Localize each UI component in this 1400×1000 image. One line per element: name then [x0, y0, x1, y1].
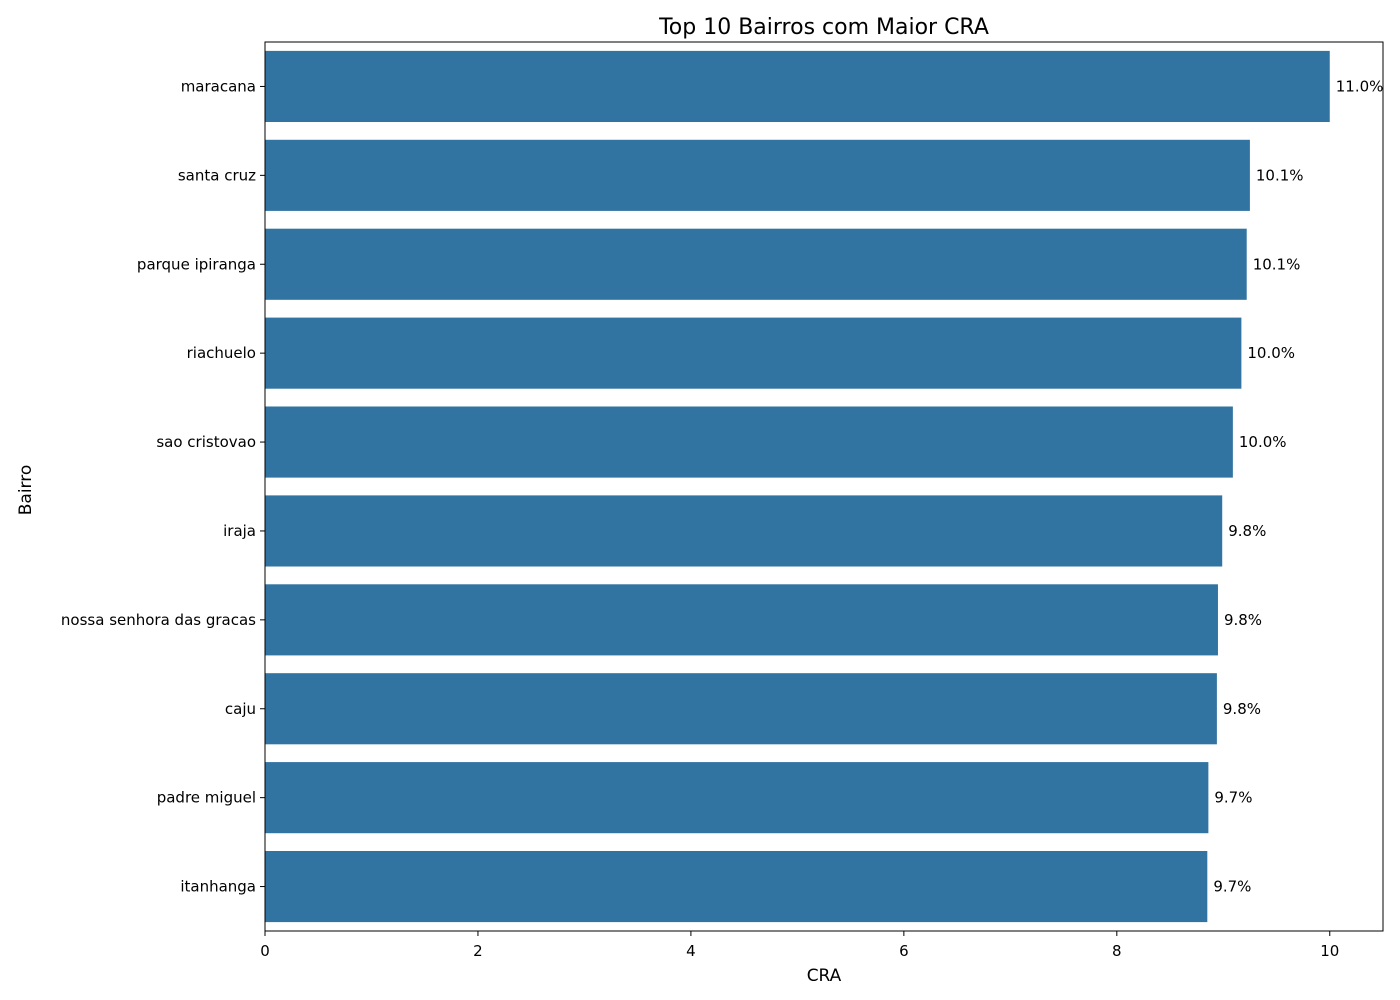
- bar: [265, 673, 1217, 745]
- data-label: 9.7%: [1214, 789, 1252, 807]
- bar: [265, 50, 1330, 123]
- bar: [265, 584, 1218, 656]
- bar: [265, 406, 1233, 478]
- y-tick-label: caju: [225, 700, 256, 718]
- bar: [265, 317, 1242, 389]
- x-axis-label: CRA: [807, 966, 842, 986]
- y-tick-label: nossa senhora das gracas: [61, 611, 256, 629]
- x-tick-label: 10: [1320, 942, 1339, 960]
- bar: [265, 762, 1209, 834]
- data-label: 10.1%: [1256, 166, 1304, 184]
- bar: [265, 850, 1208, 923]
- data-label: 9.8%: [1228, 522, 1266, 540]
- data-label: 10.0%: [1247, 344, 1295, 362]
- y-tick-label: iraja: [223, 522, 256, 540]
- bar: [265, 228, 1247, 300]
- y-tick-label: parque ipiranga: [137, 255, 256, 273]
- axes-frame: [264, 41, 1384, 932]
- y-tick-label: riachuelo: [187, 344, 256, 362]
- y-axis-label: Bairro: [16, 465, 36, 516]
- plot-area: maracana 11.0% santa cruz 10.1% parque ipira…: [61, 41, 1384, 960]
- bar: [265, 139, 1250, 211]
- chart-title: Top 10 Bairros com Maior CRA: [658, 15, 989, 40]
- y-tick-label: padre miguel: [157, 789, 256, 807]
- data-label: 11.0%: [1336, 77, 1384, 95]
- x-tick-label: 0: [260, 942, 270, 960]
- y-tick-label: sao cristovao: [156, 433, 256, 451]
- data-label: 9.7%: [1213, 878, 1251, 896]
- data-label: 9.8%: [1223, 700, 1261, 718]
- x-tick-label: 2: [473, 942, 483, 960]
- y-tick-label: itanhanga: [180, 878, 256, 896]
- x-tick-label: 4: [686, 942, 696, 960]
- data-label: 10.0%: [1239, 433, 1287, 451]
- y-tick-label: maracana: [181, 77, 256, 95]
- x-tick-label: 6: [899, 942, 909, 960]
- bar: [265, 495, 1223, 567]
- data-label: 9.8%: [1224, 611, 1262, 629]
- y-tick-label: santa cruz: [178, 166, 256, 184]
- data-label: 10.1%: [1253, 255, 1301, 273]
- x-tick-label: 8: [1112, 942, 1122, 960]
